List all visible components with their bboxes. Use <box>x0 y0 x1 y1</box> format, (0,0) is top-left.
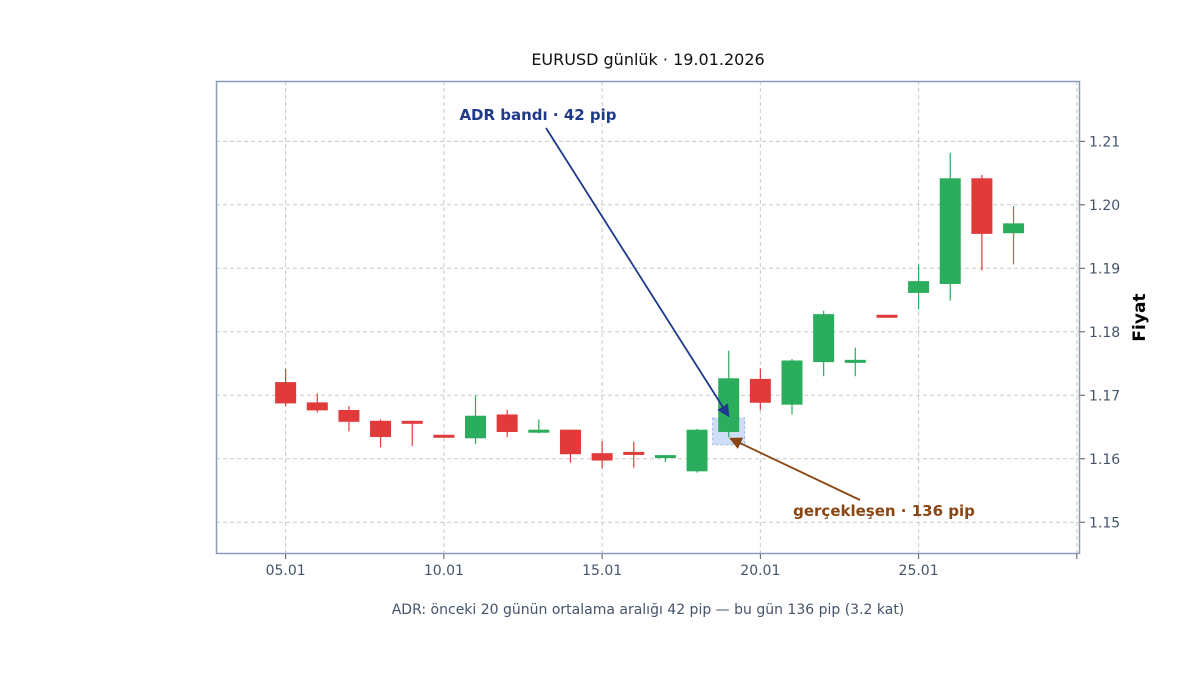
annotation-text-0: ADR bandı · 42 pip <box>459 106 616 124</box>
candle-10 <box>591 440 613 469</box>
x-tick-label-1: 10.01 <box>424 563 464 579</box>
candle-11 <box>623 441 645 468</box>
candle-body-9 <box>559 429 581 455</box>
candle-body-8 <box>528 429 550 433</box>
candle-body-22 <box>971 178 993 234</box>
y-tick-label-1: 1.16 <box>1089 452 1120 468</box>
candles-layer <box>275 152 1025 473</box>
candle-0 <box>275 368 297 407</box>
candle-3 <box>370 419 392 448</box>
x-tick-label-4: 25.01 <box>899 563 939 579</box>
candle-5 <box>433 434 455 438</box>
candle-body-12 <box>654 455 676 459</box>
candle-13 <box>686 428 708 473</box>
y-axis-title: Fiyat <box>1130 293 1150 341</box>
y-tick-label-5: 1.20 <box>1089 198 1120 214</box>
axis-layer: 05.01 10.01 15.01 20.01 25.01 1.15 1.16 1.17 1.1… <box>266 134 1150 579</box>
x-tick-label-2: 15.01 <box>582 563 622 579</box>
candle-18 <box>844 347 866 377</box>
plot-frame <box>215 80 1081 555</box>
candle-20 <box>908 264 930 310</box>
candle-body-11 <box>623 451 645 455</box>
candle-body-4 <box>401 420 423 424</box>
candle-body-23 <box>1003 223 1025 234</box>
candle-21 <box>939 152 961 301</box>
candle-body-17 <box>813 314 835 363</box>
candle-17 <box>813 310 835 377</box>
candle-12 <box>654 454 676 462</box>
x-tick-label-0: 05.01 <box>266 563 306 579</box>
y-tick-label-4: 1.19 <box>1089 261 1120 277</box>
candle-body-2 <box>338 410 360 422</box>
candle-2 <box>338 406 360 432</box>
candle-body-19 <box>876 314 898 318</box>
y-tick-label-0: 1.15 <box>1089 515 1120 531</box>
candle-19 <box>876 314 898 318</box>
annotation-arrow-1 <box>729 437 861 501</box>
candle-body-21 <box>939 178 961 285</box>
candle-22 <box>971 174 993 271</box>
grid-layer <box>216 81 1080 554</box>
annotation-text-1: gerçekleşen · 136 pip <box>793 502 975 520</box>
y-tick-label-3: 1.18 <box>1089 325 1120 341</box>
candle-body-3 <box>370 420 392 438</box>
candle-body-16 <box>781 360 803 405</box>
candle-body-0 <box>275 382 297 404</box>
candle-body-15 <box>749 378 771 403</box>
annotation-arrow-0 <box>545 127 730 418</box>
candle-body-6 <box>465 415 487 439</box>
candle-body-7 <box>496 414 518 432</box>
y-tick-label-2: 1.17 <box>1089 388 1120 404</box>
candle-body-13 <box>686 429 708 472</box>
candle-4 <box>401 420 423 447</box>
candle-9 <box>559 429 581 463</box>
candle-body-5 <box>433 434 455 438</box>
chart-title: EURUSD günlük · 19.01.2026 <box>531 50 765 69</box>
x-tick-label-3: 20.01 <box>740 563 780 579</box>
y-tick-label-6: 1.21 <box>1089 134 1120 150</box>
annotation-layer: ADR bandı · 42 pip gerçekleşen · 136 pip <box>459 106 975 520</box>
candle-6 <box>465 395 487 445</box>
candle-7 <box>496 409 518 438</box>
candle-body-18 <box>844 359 866 363</box>
candle-23 <box>1003 206 1025 265</box>
chart-subtitle: ADR: önceki 20 günün ortalama aralığı 42… <box>391 602 905 618</box>
candle-body-1 <box>306 402 328 411</box>
candle-16 <box>781 359 803 415</box>
candle-1 <box>306 393 328 413</box>
candle-14 <box>718 350 740 438</box>
candle-body-10 <box>591 453 613 461</box>
candle-15 <box>749 368 771 410</box>
candle-8 <box>528 419 550 434</box>
candle-body-20 <box>908 281 930 293</box>
